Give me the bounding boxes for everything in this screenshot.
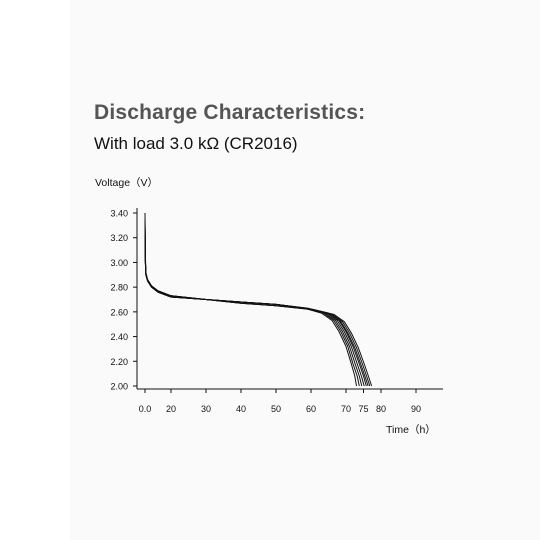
chart-title: Discharge Characteristics: bbox=[94, 101, 366, 124]
series-group bbox=[144, 212, 373, 387]
y-tick-label: 2.40 bbox=[110, 332, 128, 342]
x-tick-label: 30 bbox=[201, 404, 211, 414]
y-tick-label: 2.20 bbox=[110, 357, 128, 367]
x-tick-label: 75 bbox=[358, 404, 368, 414]
x-tick-label: 60 bbox=[306, 404, 316, 414]
x-tick-label: 90 bbox=[411, 404, 421, 414]
chart-subtitle: With load 3.0 kΩ (CR2016) bbox=[94, 134, 298, 153]
y-tick-label: 3.40 bbox=[110, 209, 128, 219]
discharge-curve-8 bbox=[144, 229, 373, 387]
y-tick-label: 2.80 bbox=[110, 283, 128, 293]
x-tick-label: 20 bbox=[166, 404, 176, 414]
discharge-curve-3 bbox=[144, 225, 363, 387]
chart-panel bbox=[70, 0, 540, 540]
x-ticks: 0.0 20 30 40 50 60 70 75 80 90 bbox=[139, 389, 421, 414]
y-tick-label: 2.60 bbox=[110, 307, 128, 317]
x-tick-label: 40 bbox=[236, 404, 246, 414]
y-axis-label: Voltage（V） bbox=[95, 177, 158, 189]
y-tick-label: 2.00 bbox=[110, 382, 128, 392]
x-tick-label: 80 bbox=[376, 404, 386, 414]
y-ticks: 2.00 2.20 2.40 2.60 2.80 3.00 3.20 3.40 bbox=[110, 209, 137, 392]
x-axis-label: Time（h） bbox=[386, 424, 436, 436]
discharge-curve-6 bbox=[144, 231, 369, 387]
x-tick-label: 0.0 bbox=[139, 404, 152, 414]
x-tick-label: 70 bbox=[341, 404, 351, 414]
y-tick-label: 3.20 bbox=[110, 233, 128, 243]
discharge-curve-1 bbox=[144, 212, 357, 387]
x-tick-label: 50 bbox=[271, 404, 281, 414]
discharge-curve-7 bbox=[144, 225, 371, 387]
discharge-curve-5 bbox=[144, 227, 367, 387]
y-tick-label: 3.00 bbox=[110, 258, 128, 268]
